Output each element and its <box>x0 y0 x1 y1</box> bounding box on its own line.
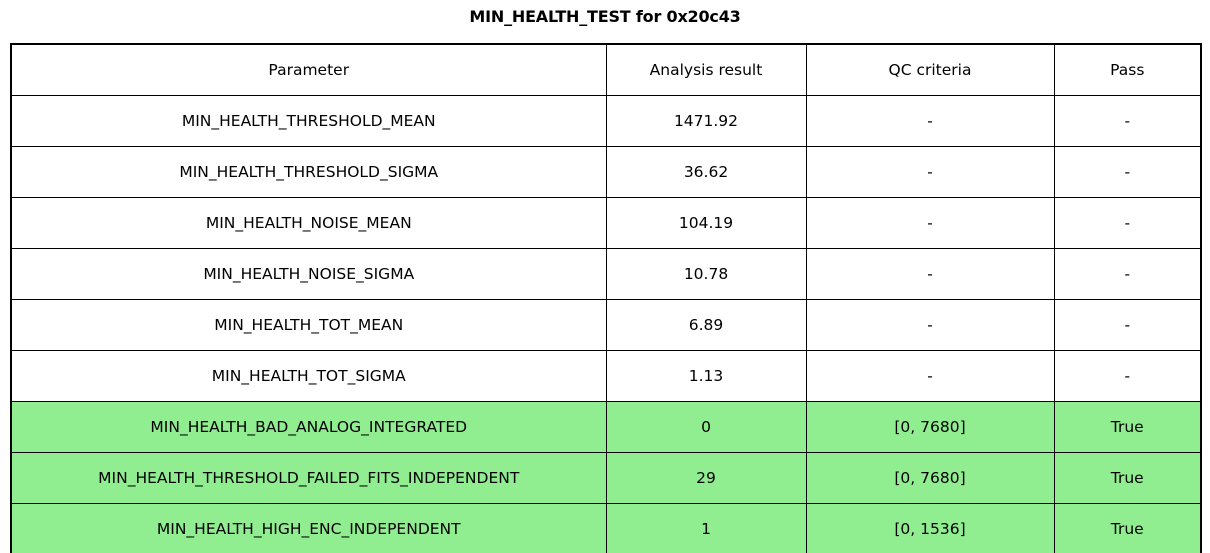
result-cell: 0 <box>605 401 807 453</box>
table-row: MIN_HEALTH_NOISE_SIGMA 10.78 - - <box>10 248 1202 300</box>
table-row-pass: MIN_HEALTH_THRESHOLD_FAILED_FITS_INDEPEN… <box>10 452 1202 504</box>
column-header-qc-criteria: QC criteria <box>805 43 1055 96</box>
result-cell: 1.13 <box>605 350 807 402</box>
column-header-pass: Pass <box>1053 43 1202 96</box>
pass-cell: - <box>1053 299 1202 351</box>
param-cell: MIN_HEALTH_NOISE_MEAN <box>10 197 607 249</box>
result-cell: 1471.92 <box>605 95 807 147</box>
table-row-pass: MIN_HEALTH_HIGH_ENC_INDEPENDENT 1 [0, 15… <box>10 503 1202 553</box>
pass-cell: - <box>1053 197 1202 249</box>
param-cell: MIN_HEALTH_NOISE_SIGMA <box>10 248 607 300</box>
pass-cell: True <box>1053 452 1202 504</box>
table-row: MIN_HEALTH_THRESHOLD_MEAN 1471.92 - - <box>10 95 1202 147</box>
qc-cell: - <box>805 299 1055 351</box>
pass-cell: True <box>1053 503 1202 553</box>
column-header-analysis-result: Analysis result <box>605 43 807 96</box>
param-cell: MIN_HEALTH_THRESHOLD_MEAN <box>10 95 607 147</box>
table-row: MIN_HEALTH_TOT_MEAN 6.89 - - <box>10 299 1202 351</box>
result-cell: 29 <box>605 452 807 504</box>
result-cell: 36.62 <box>605 146 807 198</box>
pass-cell: True <box>1053 401 1202 453</box>
qc-cell: - <box>805 197 1055 249</box>
qc-cell: - <box>805 146 1055 198</box>
table-row: MIN_HEALTH_TOT_SIGMA 1.13 - - <box>10 350 1202 402</box>
page-title: MIN_HEALTH_TEST for 0x20c43 <box>469 7 741 26</box>
qc-results-table: Parameter Analysis result QC criteria Pa… <box>10 43 1202 553</box>
qc-cell: - <box>805 95 1055 147</box>
qc-cell: [0, 7680] <box>805 401 1055 453</box>
param-cell: MIN_HEALTH_THRESHOLD_FAILED_FITS_INDEPEN… <box>10 452 607 504</box>
qc-cell: - <box>805 248 1055 300</box>
result-cell: 104.19 <box>605 197 807 249</box>
qc-cell: [0, 7680] <box>805 452 1055 504</box>
table-row-pass: MIN_HEALTH_BAD_ANALOG_INTEGRATED 0 [0, 7… <box>10 401 1202 453</box>
pass-cell: - <box>1053 95 1202 147</box>
pass-cell: - <box>1053 248 1202 300</box>
pass-cell: - <box>1053 146 1202 198</box>
table-row: MIN_HEALTH_THRESHOLD_SIGMA 36.62 - - <box>10 146 1202 198</box>
param-cell: MIN_HEALTH_BAD_ANALOG_INTEGRATED <box>10 401 607 453</box>
param-cell: MIN_HEALTH_TOT_MEAN <box>10 299 607 351</box>
column-header-parameter: Parameter <box>10 43 607 96</box>
table-header-row: Parameter Analysis result QC criteria Pa… <box>10 43 1202 96</box>
result-cell: 6.89 <box>605 299 807 351</box>
result-cell: 10.78 <box>605 248 807 300</box>
pass-cell: - <box>1053 350 1202 402</box>
result-cell: 1 <box>605 503 807 553</box>
param-cell: MIN_HEALTH_HIGH_ENC_INDEPENDENT <box>10 503 607 553</box>
param-cell: MIN_HEALTH_TOT_SIGMA <box>10 350 607 402</box>
table-row: MIN_HEALTH_NOISE_MEAN 104.19 - - <box>10 197 1202 249</box>
param-cell: MIN_HEALTH_THRESHOLD_SIGMA <box>10 146 607 198</box>
qc-cell: - <box>805 350 1055 402</box>
qc-cell: [0, 1536] <box>805 503 1055 553</box>
